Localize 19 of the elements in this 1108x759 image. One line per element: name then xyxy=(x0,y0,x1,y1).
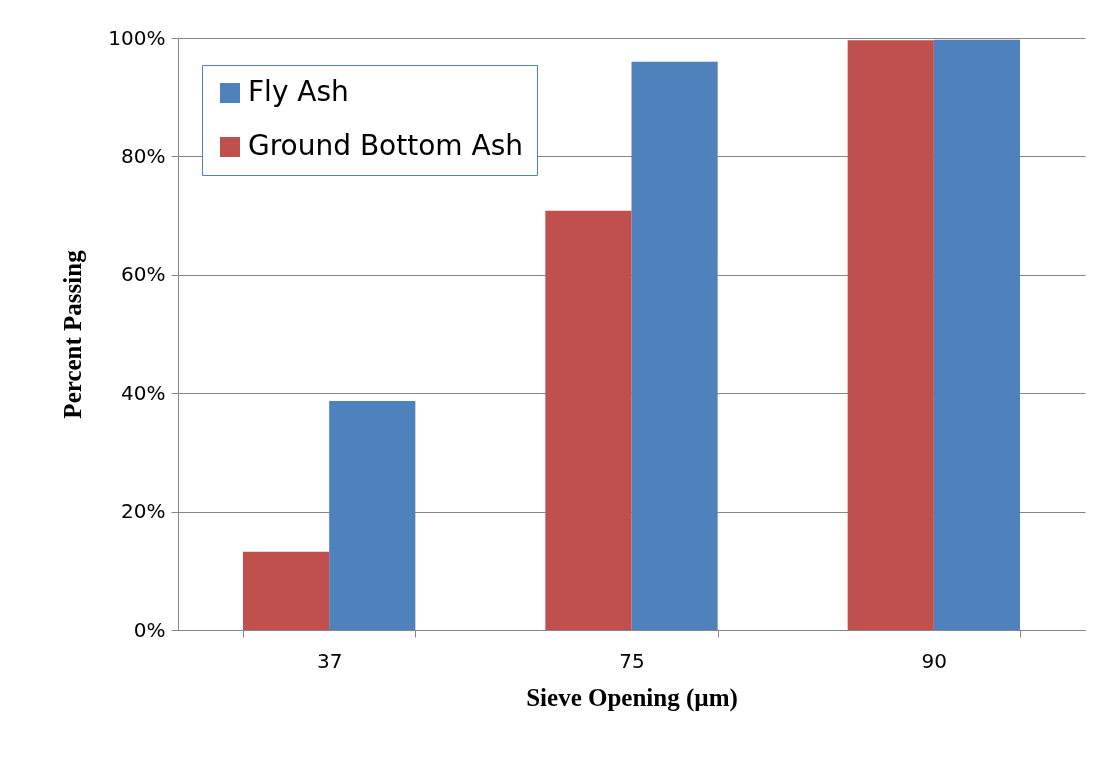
bar xyxy=(631,61,718,630)
bar xyxy=(933,39,1020,630)
bar xyxy=(545,210,632,630)
x-tick-label: 37 xyxy=(316,648,343,673)
bar xyxy=(243,551,330,630)
y-axis-title: Percent Passing xyxy=(59,249,87,419)
bar xyxy=(847,40,934,630)
x-tick-label: 90 xyxy=(921,648,948,673)
y-tick-label: 0% xyxy=(133,617,166,642)
y-tick-label: 80% xyxy=(121,143,166,168)
y-tick-label: 60% xyxy=(121,262,166,287)
y-tick-label: 100% xyxy=(108,25,166,50)
y-tick-label: 40% xyxy=(121,380,166,405)
y-tick-label: 20% xyxy=(121,499,166,524)
legend-label: Fly Ash xyxy=(248,75,349,108)
bar xyxy=(329,400,416,630)
x-axis-title: Sieve Opening (µm) xyxy=(526,683,738,712)
legend-label: Ground Bottom Ash xyxy=(248,129,523,162)
x-tick-label: 75 xyxy=(619,648,645,673)
